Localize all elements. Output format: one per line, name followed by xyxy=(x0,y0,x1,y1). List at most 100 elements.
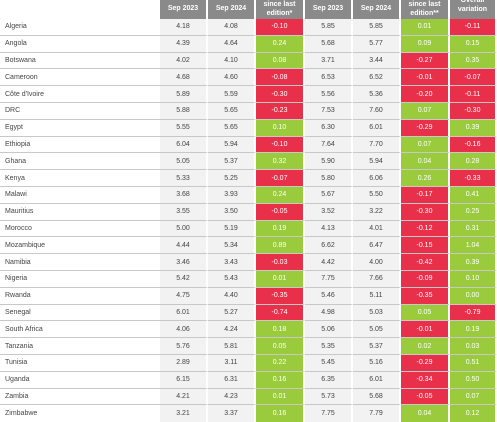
country-name: Mozambique xyxy=(0,237,160,255)
table-row: Angola 4.39 4.64 0.24 5.68 5.77 0.09 0.15 xyxy=(0,35,497,53)
value-cell: 5.56 xyxy=(305,86,353,103)
table-row: Zimbabwe 3.21 3.37 0.16 7.75 7.79 0.04 0.12 xyxy=(0,405,497,422)
variation-cell: -0.01 xyxy=(401,321,450,339)
value-cell: 6.04 xyxy=(160,136,208,154)
value-cell: 3.11 xyxy=(208,354,256,372)
variation-cell: 0.24 xyxy=(256,35,305,53)
variation-cell: 0.51 xyxy=(450,354,497,372)
variation-cell: 0.39 xyxy=(450,254,497,271)
value-cell: 5.76 xyxy=(160,338,208,355)
column-header: Sep 2023 xyxy=(305,0,353,19)
value-cell: 5.94 xyxy=(208,136,256,154)
table-row: Cameroon 4.68 4.60 -0.08 6.53 6.52 -0.01 -0.07 xyxy=(0,69,497,87)
country-name: Kenya xyxy=(0,170,160,187)
variation-cell: 0.19 xyxy=(450,321,497,339)
value-cell: 4.08 xyxy=(208,19,256,36)
value-cell: 3.71 xyxy=(305,52,353,70)
value-cell: 5.19 xyxy=(208,220,256,238)
variation-cell: -0.03 xyxy=(256,254,305,271)
table-row: Ghana 5.05 5.37 0.32 5.90 5.94 0.04 0.28 xyxy=(0,153,497,171)
variation-cell: -0.35 xyxy=(401,287,450,305)
value-cell: 6.15 xyxy=(160,371,208,389)
country-name: Namibia xyxy=(0,254,160,271)
variation-cell: -0.16 xyxy=(450,136,497,154)
value-cell: 5.03 xyxy=(353,304,401,322)
column-header: Sep 2024 xyxy=(208,0,256,19)
value-cell: 5.05 xyxy=(160,153,208,171)
country-name: Egypt xyxy=(0,120,160,137)
variation-cell: 0.50 xyxy=(450,371,497,389)
value-cell: 3.46 xyxy=(160,254,208,271)
column-header: since last edition* xyxy=(256,0,305,19)
variation-cell: 0.32 xyxy=(256,153,305,171)
variation-cell: 0.12 xyxy=(450,405,497,422)
country-name: Côte d'Ivoire xyxy=(0,86,160,103)
value-cell: 4.02 xyxy=(160,52,208,70)
table-row: Mauritius 3.55 3.50 -0.05 3.52 3.22 -0.30 0.25 xyxy=(0,203,497,221)
table-row: Zambia 4.21 4.23 0.01 5.73 5.68 -0.05 0.07 xyxy=(0,388,497,406)
variation-cell: -0.34 xyxy=(401,371,450,389)
variation-cell: -0.20 xyxy=(401,86,450,103)
value-cell: 6.31 xyxy=(208,371,256,389)
variation-cell: -0.10 xyxy=(256,19,305,36)
country-name: Ethiopia xyxy=(0,137,160,154)
variation-cell: -0.08 xyxy=(256,69,305,87)
country-name: Cameroon xyxy=(0,69,160,87)
table-row: Rwanda 4.75 4.40 -0.35 5.46 5.11 -0.35 0.00 xyxy=(0,287,497,305)
variation-cell: -0.29 xyxy=(401,119,450,137)
value-cell: 4.42 xyxy=(305,254,353,271)
variation-cell: 0.09 xyxy=(401,35,450,53)
value-cell: 4.64 xyxy=(208,35,256,53)
column-header: since last edition** xyxy=(401,0,450,19)
value-cell: 5.77 xyxy=(353,35,401,53)
variation-cell: 0.15 xyxy=(450,35,497,53)
variation-cell: -0.29 xyxy=(401,354,450,372)
variation-cell: -0.11 xyxy=(450,19,497,36)
value-cell: 4.44 xyxy=(160,237,208,255)
value-cell: 5.35 xyxy=(305,338,353,355)
table-row: Côte d'Ivoire 5.89 5.59 -0.30 5.56 5.36 -0.20-… xyxy=(0,86,497,103)
value-cell: 4.18 xyxy=(160,19,208,36)
value-cell: 4.23 xyxy=(208,388,256,406)
variation-cell: 0.01 xyxy=(256,270,305,288)
value-cell: 6.52 xyxy=(353,69,401,87)
country-name: Tanzania xyxy=(0,338,160,355)
variation-cell: 0.02 xyxy=(401,338,450,355)
value-cell: 4.39 xyxy=(160,35,208,53)
variation-cell: 0.41 xyxy=(450,186,497,204)
variation-cell: 0.08 xyxy=(256,52,305,70)
country-name: Morocco xyxy=(0,221,160,238)
value-cell: 6.01 xyxy=(353,119,401,137)
table-row: Tunisia 2.89 3.11 0.22 5.45 5.16 -0.29 0.51 xyxy=(0,354,497,372)
value-cell: 6.01 xyxy=(160,304,208,322)
variation-cell: -0.15 xyxy=(401,237,450,255)
value-cell: 5.36 xyxy=(353,86,401,103)
table-row: Algeria 4.18 4.08 -0.10 5.85 5.85 0.01 -0.11 xyxy=(0,19,497,36)
value-cell: 5.27 xyxy=(208,304,256,322)
variation-cell: -0.27 xyxy=(401,52,450,70)
value-cell: 5.25 xyxy=(208,170,256,187)
variation-cell: -0.05 xyxy=(401,388,450,406)
value-cell: 4.00 xyxy=(353,254,401,271)
value-cell: 7.60 xyxy=(353,102,401,120)
value-cell: 7.64 xyxy=(305,136,353,154)
variation-cell: 0.05 xyxy=(401,304,450,322)
country-name: South Africa xyxy=(0,321,160,339)
value-cell: 5.45 xyxy=(305,354,353,372)
variation-cell: -0.79 xyxy=(450,304,497,322)
value-cell: 3.21 xyxy=(160,405,208,422)
variation-cell: 0.04 xyxy=(401,153,450,171)
value-cell: 5.59 xyxy=(208,86,256,103)
variation-cell: 0.07 xyxy=(401,102,450,120)
variation-cell: -0.35 xyxy=(256,287,305,305)
variation-cell: 1.04 xyxy=(450,237,497,255)
value-cell: 5.42 xyxy=(160,270,208,288)
variation-cell: 0.16 xyxy=(256,371,305,389)
variation-cell: -0.07 xyxy=(256,170,305,187)
table-row: Kenya 5.33 5.25 -0.07 5.80 6.06 0.26 -0.33 xyxy=(0,170,497,187)
value-cell: 5.11 xyxy=(353,287,401,305)
value-cell: 4.75 xyxy=(160,287,208,305)
table-row: South Africa 4.06 4.24 0.18 5.06 5.05 -0.01 0.1… xyxy=(0,321,497,339)
variation-cell: -0.42 xyxy=(401,254,450,271)
